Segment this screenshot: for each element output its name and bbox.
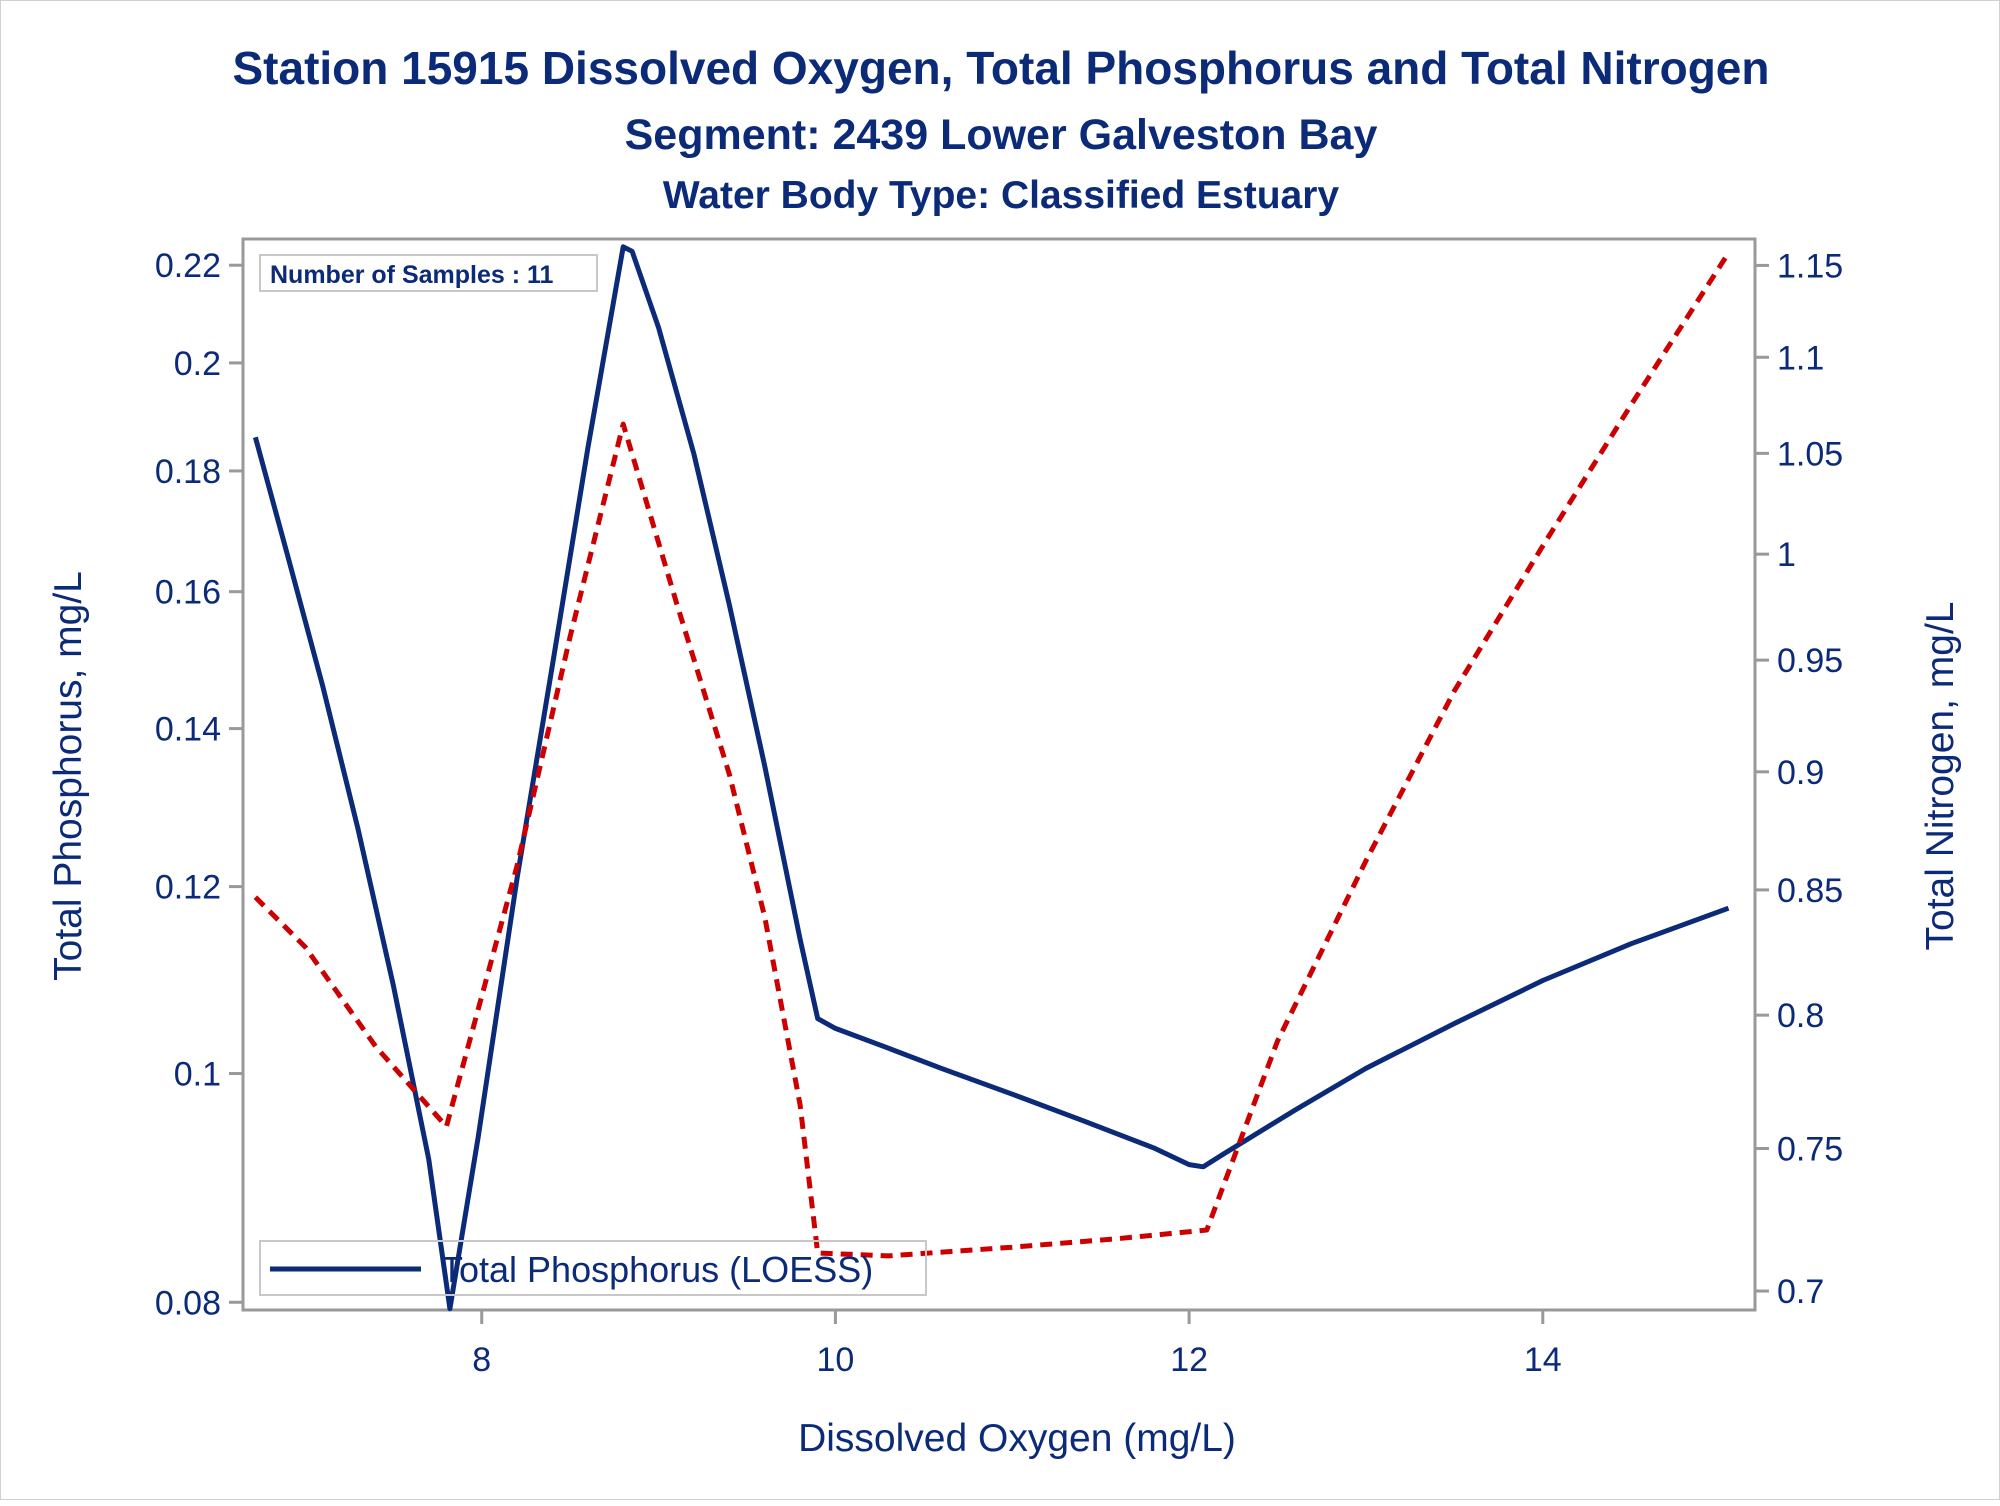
y-left-tick-label: 0.18 [155,453,221,491]
chart-title: Station 15915 Dissolved Oxygen, Total Ph… [232,42,1769,94]
y-right-tick-label: 0.7 [1777,1273,1824,1311]
legend-label-total-phosphorus: Total Phosphorus (LOESS) [441,1249,873,1290]
series-line-dashed [253,251,1731,1259]
y-right-tick-label: 0.75 [1777,1130,1843,1168]
chart-subtitle-2: Water Body Type: Classified Estuary [663,174,1339,217]
y-left-tick-label: 0.14 [155,711,221,749]
y-right-tick-label: 0.8 [1777,997,1824,1035]
x-tick-label: 8 [472,1341,491,1379]
legend-box [259,1240,927,1296]
x-tick-label: 14 [1524,1341,1562,1379]
y-right-tick-label: 1.1 [1777,339,1824,377]
y-right-tick-label: 1.05 [1777,435,1843,473]
x-axis: 8 10 12 14 [472,1310,1562,1379]
y-right-tick-label: 1.15 [1777,247,1843,285]
chart-subtitle: Segment: 2439 Lower Galveston Bay [625,111,1378,159]
y-axis-right: 0.7 0.75 0.8 0.85 0.9 0.95 1 1.05 1.1 1.15 [1755,247,1843,1311]
y-left-tick-label: 0.12 [155,869,221,907]
series-line-total-phosphorus [252,244,1730,1312]
x-tick-label: 10 [817,1341,855,1379]
y-left-tick-label: 0.08 [155,1284,221,1322]
y-right-tick-label: 0.85 [1777,872,1843,910]
legend: Total Phosphorus (LOESS) [259,1240,927,1296]
sample-count-text: Number of Samples : 11 [270,261,554,289]
y-axis-right-label: Total Nitrogen, mg/L [1919,601,1962,950]
y-right-tick-label: 0.9 [1777,754,1824,792]
series-layer [252,244,1731,1312]
x-tick-label: 12 [1170,1341,1208,1379]
y-left-tick-label: 0.2 [174,345,221,383]
y-right-tick-label: 1 [1777,536,1796,574]
y-axis-left-label: Total Phosphorus, mg/L [47,571,90,981]
y-axis-left: 0.08 0.1 0.12 0.14 0.16 0.18 0.2 0.22 [155,247,243,1322]
x-axis-label: Dissolved Oxygen (mg/L) [798,1417,1236,1460]
sample-count-annotation: Number of Samples : 11 [259,254,598,292]
y-left-tick-label: 0.1 [174,1056,221,1094]
y-right-tick-label: 0.95 [1777,642,1843,680]
y-left-tick-label: 0.22 [155,247,221,285]
plot-area [241,237,1757,1312]
y-left-tick-label: 0.16 [155,574,221,612]
